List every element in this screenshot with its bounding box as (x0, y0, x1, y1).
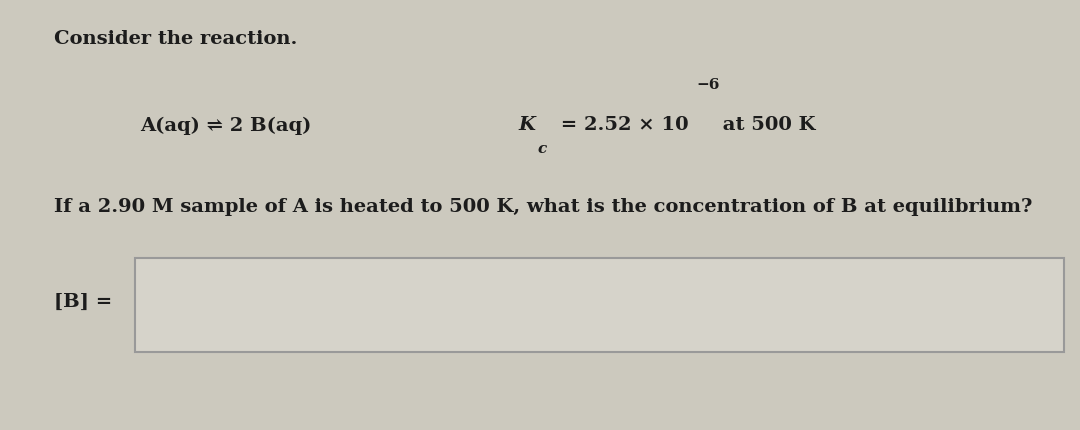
Text: A(aq) ⇌ 2 B(aq): A(aq) ⇌ 2 B(aq) (140, 116, 312, 134)
Text: at 500 K: at 500 K (716, 116, 815, 134)
Text: [B] =: [B] = (54, 292, 112, 310)
Text: −6: −6 (697, 77, 720, 91)
Text: K: K (518, 116, 536, 134)
Text: Consider the reaction.: Consider the reaction. (54, 30, 297, 48)
Text: c: c (538, 142, 548, 156)
FancyBboxPatch shape (135, 258, 1064, 353)
Text: If a 2.90 M sample of A is heated to 500 K, what is the concentration of B at eq: If a 2.90 M sample of A is heated to 500… (54, 198, 1032, 216)
Text: = 2.52 × 10: = 2.52 × 10 (554, 116, 689, 134)
